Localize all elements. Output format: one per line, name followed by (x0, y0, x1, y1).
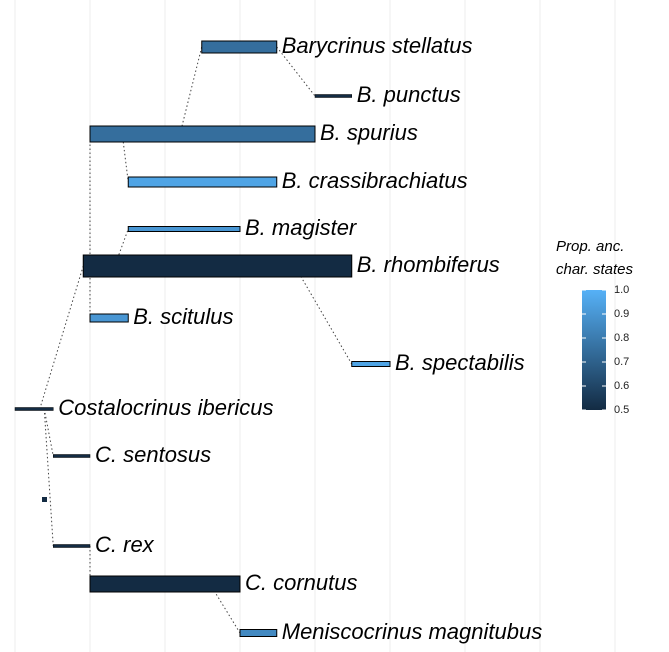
taxon-label: B. punctus (357, 82, 461, 107)
taxon-label: Meniscocrinus magnitubus (282, 619, 542, 644)
range-bar (239, 629, 278, 637)
range-bar (127, 226, 241, 232)
colorbar-tick-label: 0.7 (614, 356, 629, 368)
taxon-label: B. rhombiferus (357, 252, 500, 277)
link (43, 408, 54, 547)
range-bar (53, 544, 91, 548)
link (294, 265, 353, 365)
range-bar (14, 407, 54, 411)
colorbar-tick-label: 0.5 (614, 404, 629, 416)
taxon-label: Costalocrinus ibericus (58, 395, 273, 420)
node (42, 497, 47, 502)
taxon-label: B. spectabilis (395, 350, 525, 375)
colorbar-tick-label: 0.6 (614, 380, 629, 392)
range-bar (82, 254, 353, 278)
taxon-label: C. cornutus (245, 570, 358, 595)
range-bar (351, 361, 391, 367)
taxon-label: Barycrinus stellatus (282, 33, 473, 58)
colorbar-tick-label: 0.9 (614, 308, 629, 320)
colorbar-title: Prop. anc. (556, 238, 624, 255)
bars: Barycrinus stellatus B. punctus B. spurius… (14, 33, 542, 644)
range-bar (127, 176, 278, 188)
colorbar-tick-label: 0.8 (614, 332, 629, 344)
taxon-label: B. magister (245, 215, 358, 240)
range-bar (314, 94, 352, 98)
range-bar (89, 125, 316, 143)
link (209, 583, 241, 634)
link (39, 265, 84, 410)
range-bar (53, 454, 91, 458)
colorbar-ramp (582, 290, 606, 410)
taxon-label: B. scitulus (133, 304, 233, 329)
grid (14, 0, 616, 652)
taxon-label: C. sentosus (95, 442, 211, 467)
link (179, 46, 203, 135)
taxon-label: B. crassibrachiatus (282, 168, 468, 193)
range-bar (201, 40, 278, 54)
colorbar-tick-label: 1.0 (614, 284, 629, 296)
taxon-label: C. rex (95, 532, 155, 557)
taxon-label: B. spurius (320, 120, 418, 145)
link (114, 228, 129, 267)
colorbar-title: char. states (556, 261, 633, 278)
range-bar (89, 575, 241, 593)
range-bar (89, 313, 129, 323)
link (43, 408, 54, 457)
colorbar: 1.0 0.9 0.8 0.7 0.6 0.5 (582, 284, 629, 416)
